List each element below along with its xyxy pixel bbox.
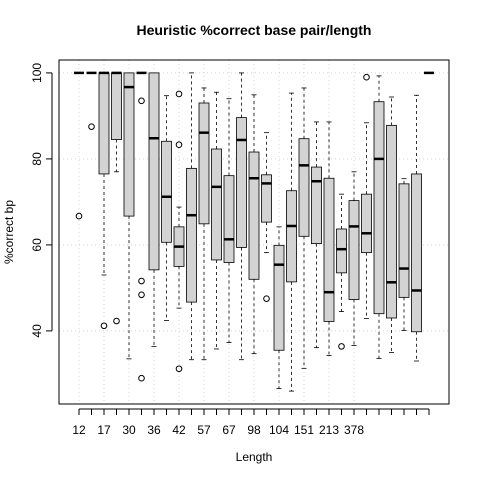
box-8 [161, 95, 172, 321]
y-axis-label: %correct bp [2, 200, 16, 264]
box-17 [273, 226, 285, 389]
iqr-box [373, 101, 385, 315]
outlier-point [138, 277, 145, 285]
box-26 [386, 96, 397, 353]
iqr-box [223, 175, 235, 263]
x-tick-label: 57 [197, 423, 211, 437]
box-23 [348, 171, 360, 346]
box-6 [136, 71, 147, 382]
outlier-point [88, 123, 95, 130]
box-19 [298, 87, 310, 369]
box-16 [261, 132, 272, 302]
x-tick-label: 42 [172, 423, 186, 437]
iqr-box [336, 228, 347, 274]
outlier-point [363, 73, 370, 81]
box-13 [223, 98, 235, 343]
iqr-box [386, 124, 397, 319]
x-tick-label: 104 [269, 423, 289, 437]
box-25 [373, 75, 385, 359]
iqr-box [123, 72, 135, 217]
outlier-point [263, 295, 270, 302]
x-tick-label: 30 [122, 423, 136, 437]
box-18 [286, 92, 297, 392]
iqr-box [411, 173, 422, 333]
outlier-point [75, 212, 83, 220]
box-12 [211, 91, 222, 350]
x-tick-label: 98 [247, 423, 261, 437]
boxes-group [74, 71, 434, 392]
iqr-box [198, 102, 210, 225]
outlier-point [138, 291, 145, 299]
x-tick-label: 67 [222, 423, 236, 437]
iqr-box [261, 174, 272, 223]
iqr-box [273, 244, 285, 351]
box-9 [173, 90, 185, 373]
y-tick-label: 100 [30, 63, 44, 83]
x-axis-label: Length [236, 450, 273, 464]
x-tick-label: 378 [344, 423, 364, 437]
box-15 [248, 94, 260, 355]
box-5 [123, 72, 135, 360]
box-10 [186, 72, 197, 361]
iqr-box [398, 183, 410, 298]
iqr-box [186, 167, 197, 303]
outlier-point [175, 141, 183, 149]
box-4 [111, 71, 122, 325]
outlier-point [113, 317, 120, 325]
outlier-point [338, 343, 345, 350]
box-28 [411, 94, 422, 362]
iqr-box [98, 72, 110, 175]
y-tick-label: 80 [30, 152, 44, 166]
box-2 [86, 71, 97, 130]
outlier-point [138, 374, 145, 382]
box-14 [236, 72, 247, 361]
iqr-box [286, 190, 297, 283]
iqr-box [298, 138, 310, 237]
iqr-box [323, 177, 335, 322]
box-22 [336, 193, 347, 350]
x-tick-label: 17 [97, 423, 111, 437]
plot-frame [58, 59, 450, 405]
x-tick-label: 213 [319, 423, 339, 437]
box-24 [361, 73, 372, 319]
axes-group: 40 60 80 100 12 17 30 36 42 57 67 98 104 151 213 378 [30, 59, 450, 437]
x-tick-label: 151 [294, 423, 314, 437]
iqr-box [361, 193, 372, 254]
y-tick-label: 60 [30, 238, 44, 252]
outlier-point [138, 97, 145, 105]
y-tick-label: 40 [30, 324, 44, 338]
iqr-box [311, 166, 322, 245]
box-3 [98, 71, 110, 330]
iqr-box [111, 72, 122, 140]
box-27 [398, 178, 410, 331]
iqr-box [236, 117, 247, 248]
iqr-box [248, 151, 260, 280]
box-11 [198, 87, 210, 361]
outlier-point [100, 322, 108, 330]
outlier-point [175, 90, 183, 98]
chart-title: Heuristic %correct base pair/length [137, 22, 372, 38]
box-21 [323, 121, 335, 356]
outlier-point [175, 365, 183, 373]
iqr-box [148, 72, 160, 271]
iqr-box [161, 140, 172, 243]
iqr-box [348, 200, 360, 300]
iqr-box [211, 148, 222, 261]
x-tick-label: 36 [147, 423, 161, 437]
box-7 [148, 72, 160, 347]
box-1 [74, 71, 84, 220]
x-tick-label: 12 [72, 423, 86, 437]
box-20 [311, 121, 322, 349]
